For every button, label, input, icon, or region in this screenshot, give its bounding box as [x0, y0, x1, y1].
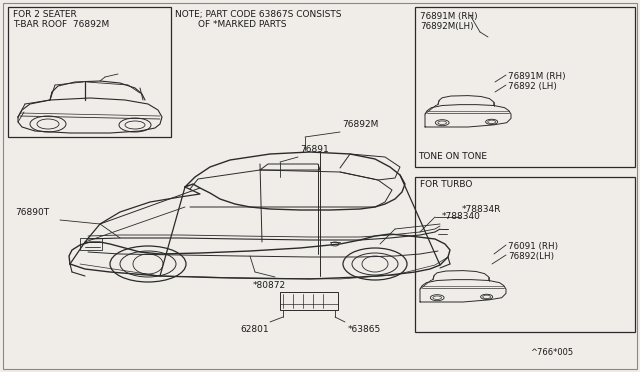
Bar [280, 292, 338, 310]
Text: NOTE; PART CODE 63867S CONSISTS: NOTE; PART CODE 63867S CONSISTS [175, 10, 342, 19]
Text: *78834R: *78834R [462, 205, 501, 214]
Text: 76890T: 76890T [15, 208, 49, 217]
Text: FOR 2 SEATER: FOR 2 SEATER [13, 10, 77, 19]
Text: *788340: *788340 [442, 212, 481, 221]
Bar [8, 7, 171, 137]
Bar [80, 238, 102, 250]
Text: 76891: 76891 [300, 145, 329, 154]
Text: 76091 (RH): 76091 (RH) [508, 242, 558, 251]
Text: 76892(LH): 76892(LH) [508, 252, 554, 261]
Text: 76892M(LH): 76892M(LH) [420, 22, 474, 31]
Text: ^766*005: ^766*005 [530, 348, 573, 357]
Text: OF *MARKED PARTS: OF *MARKED PARTS [175, 20, 287, 29]
Bar [415, 177, 635, 332]
Text: T-BAR ROOF  76892M: T-BAR ROOF 76892M [13, 20, 109, 29]
Text: 62801: 62801 [240, 325, 269, 334]
Bar [415, 7, 635, 167]
Bar [437, 227, 449, 242]
Text: 76891M (RH): 76891M (RH) [508, 72, 566, 81]
Text: 76892M: 76892M [342, 120, 378, 129]
Text: 76891M (RH): 76891M (RH) [420, 12, 477, 21]
Text: TONE ON TONE: TONE ON TONE [418, 152, 487, 161]
Text: 76892 (LH): 76892 (LH) [508, 82, 557, 91]
Text: *63865: *63865 [348, 325, 381, 334]
Text: FOR TURBO: FOR TURBO [420, 180, 472, 189]
Text: *80872: *80872 [253, 281, 286, 290]
